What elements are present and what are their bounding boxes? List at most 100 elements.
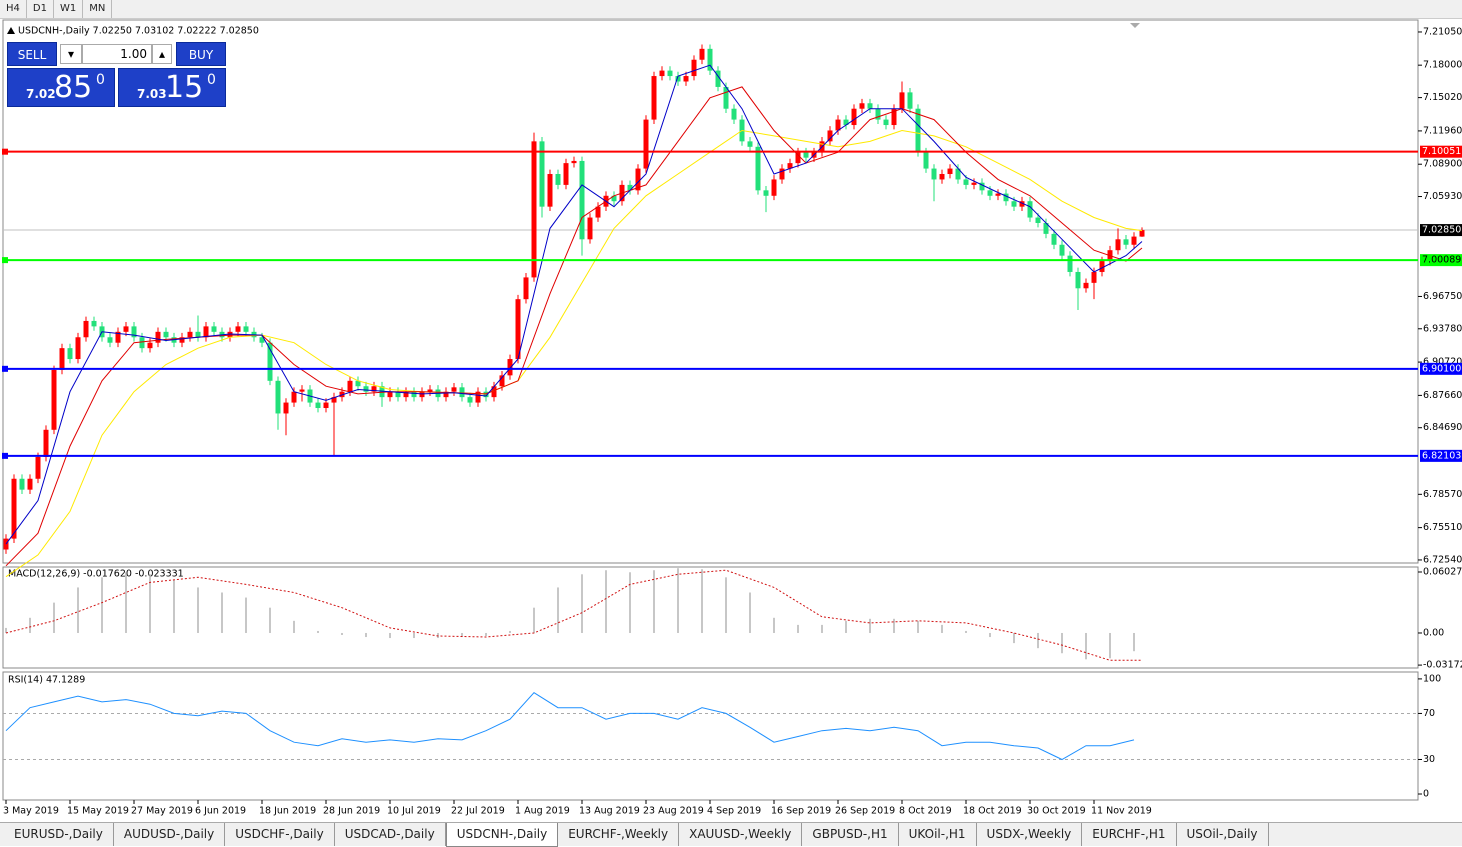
price-pips: 85	[54, 70, 93, 105]
macd-signal	[5, 569, 1142, 661]
shift-marker	[1130, 23, 1140, 28]
candle-body	[787, 163, 793, 169]
x-tick-label: 16 Sep 2019	[771, 806, 831, 817]
x-tick-label: 18 Jun 2019	[259, 806, 316, 817]
timeframe-button[interactable]: D1	[27, 0, 54, 18]
y-tick-label: 6.96750	[1423, 291, 1462, 302]
candle-body	[1059, 244, 1065, 256]
candle-body	[883, 119, 889, 126]
candle-body	[19, 478, 25, 490]
chart-tab[interactable]: EURCHF-,Weekly	[558, 823, 680, 846]
candle-body	[907, 92, 913, 109]
candle-body	[147, 342, 153, 349]
chart-tab[interactable]: GBPUSD-,H1	[802, 823, 899, 846]
chart-tab[interactable]: USDCHF-,Daily	[225, 823, 335, 846]
candle-body	[891, 108, 897, 126]
candle-body	[915, 108, 921, 153]
hline-label-box	[1420, 145, 1462, 158]
candle-body	[715, 70, 721, 87]
candle-body	[1035, 217, 1041, 223]
sell-price[interactable]: 7.02 85 0	[7, 68, 115, 107]
hline-handle	[2, 452, 8, 459]
candle-body	[1027, 201, 1033, 218]
chart-tab[interactable]: EURCHF-,H1	[1082, 823, 1177, 846]
candle-body	[699, 48, 705, 60]
chart-tab[interactable]: USDCNH-,Daily	[445, 823, 559, 847]
candle-body	[627, 184, 633, 191]
buy-price[interactable]: 7.03 15 0	[118, 68, 226, 107]
buy-button[interactable]: BUY	[176, 42, 226, 66]
y-tick-label: 100	[1423, 673, 1441, 684]
lot-input[interactable]: 1.00	[82, 44, 152, 64]
candle-body	[139, 337, 145, 349]
macd-title: MACD(12,26,9) -0.017620 -0.023331	[8, 569, 184, 580]
last-price-label: 7.02850	[1422, 225, 1461, 236]
lot-decrease[interactable]: ▾	[60, 44, 82, 64]
candle-body	[267, 342, 273, 381]
price-fraction: 0	[96, 72, 105, 88]
candle-body	[1123, 239, 1129, 245]
candle-body	[235, 326, 241, 332]
candle-body	[491, 386, 497, 398]
candle-body	[1067, 255, 1073, 272]
candle-body	[779, 168, 785, 180]
x-tick-label: 30 Oct 2019	[1027, 806, 1086, 817]
timeframe-button[interactable]: H4	[0, 0, 27, 18]
y-tick-label: 6.84690	[1423, 422, 1462, 433]
rsi-panel	[2, 671, 1419, 801]
macd-panel	[2, 566, 1419, 669]
candle-body	[755, 146, 761, 191]
x-tick-label: 22 Jul 2019	[451, 806, 505, 817]
lot-increase[interactable]: ▴	[152, 44, 172, 64]
y-tick-label: 6.90720	[1423, 357, 1462, 368]
chart-tab[interactable]: EURUSD-,Daily	[4, 823, 114, 846]
candle-body	[875, 108, 881, 120]
one-click-trading: SELL ▾ 1.00 ▴ BUY 7.02 85 0 7.03 15 0	[7, 42, 226, 107]
candle-body	[555, 174, 561, 185]
candle-body	[995, 193, 1001, 196]
sell-button[interactable]: SELL	[7, 42, 57, 66]
candle-body	[1011, 201, 1017, 207]
candle-body	[59, 348, 65, 370]
hline-handle	[2, 148, 8, 155]
y-tick-label: 7.18000	[1423, 60, 1462, 71]
candle-body	[531, 141, 537, 278]
chart-window: USDCNH-,Daily 7.02250 7.03102 7.02222 7.…	[2, 19, 1462, 817]
timeframe-button[interactable]: MN	[83, 0, 113, 18]
y-tick-label: -0.031725	[1423, 660, 1462, 671]
timeframe-button[interactable]: W1	[54, 0, 84, 18]
candle-body	[107, 337, 113, 343]
candle-body	[947, 168, 953, 175]
chart-tab[interactable]: UKOil-,H1	[899, 823, 977, 846]
chart-tab[interactable]: AUDUSD-,Daily	[114, 823, 226, 846]
candle-body	[979, 182, 985, 191]
chart-tab[interactable]: USOil-,Daily	[1177, 823, 1269, 846]
candle-body	[1139, 230, 1145, 237]
candle-body	[595, 206, 601, 218]
hline-label-box	[1420, 449, 1462, 462]
candle-body	[395, 391, 401, 398]
candle-body	[987, 190, 993, 196]
candle-body	[731, 108, 737, 120]
y-tick-label: 7.08900	[1423, 159, 1462, 170]
x-tick-label: 8 Oct 2019	[899, 806, 952, 817]
candle-body	[211, 326, 217, 332]
candle-body	[475, 391, 481, 403]
candle-body	[291, 391, 297, 403]
candle-body	[299, 389, 305, 392]
y-tick-label: 0	[1423, 789, 1429, 800]
candle-body	[771, 179, 777, 196]
candle-body	[467, 397, 473, 403]
y-tick-label: 6.87660	[1423, 390, 1462, 401]
candle-body	[483, 391, 489, 398]
chart-tab[interactable]: USDX-,Weekly	[977, 823, 1083, 846]
candle-body	[163, 331, 169, 338]
x-tick-label: 28 Jun 2019	[323, 806, 380, 817]
hline-label: 7.10051	[1422, 146, 1461, 157]
candle-body	[283, 402, 289, 414]
main-panel	[2, 19, 1419, 564]
candle-body	[955, 168, 961, 180]
chart-tab[interactable]: USDCAD-,Daily	[335, 823, 446, 846]
collapse-arrow[interactable]	[7, 27, 15, 34]
chart-tab[interactable]: XAUUSD-,Weekly	[679, 823, 803, 846]
